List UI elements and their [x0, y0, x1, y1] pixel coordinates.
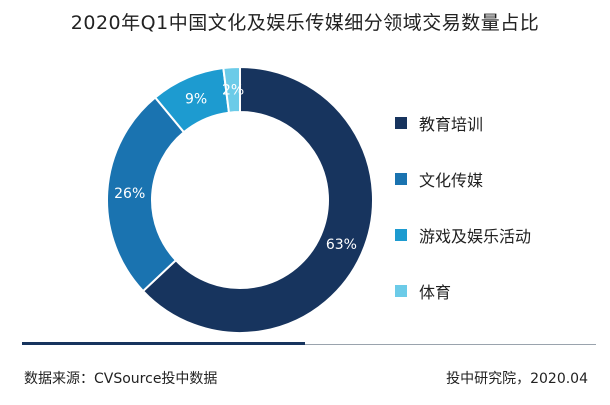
legend-item-culture-media: 文化传媒: [395, 168, 531, 190]
footer-accent-bar: [22, 342, 305, 345]
legend-label: 文化传媒: [419, 171, 484, 190]
slice-value-label: 63%: [326, 237, 357, 253]
slice-education: [141, 65, 374, 334]
legend-swatch: [395, 285, 407, 297]
legend-item-games-entertainment: 游戏及娱乐活动: [395, 224, 531, 246]
chart-legend: 教育培训 文化传媒 游戏及娱乐活动 体育: [395, 112, 531, 336]
footer-divider: [22, 344, 596, 345]
legend-label: 体育: [419, 283, 452, 302]
chart-title: 2020年Q1中国文化及娱乐传媒细分领域交易数量占比: [70, 12, 540, 34]
legend-swatch: [395, 173, 407, 185]
slice-sports: [222, 65, 241, 114]
slice-value-label: 26%: [114, 186, 145, 202]
legend-label: 游戏及娱乐活动: [419, 227, 532, 246]
legend-label: 教育培训: [419, 115, 484, 134]
data-source: 数据来源：CVSource投中数据: [24, 371, 218, 387]
credit-date: 投中研究院，2020.04: [446, 371, 588, 387]
donut-chart: 63% 26% 9% 2%: [106, 65, 374, 334]
legend-swatch: [395, 117, 407, 129]
legend-swatch: [395, 229, 407, 241]
slice-value-label: 9%: [185, 92, 207, 108]
legend-item-education: 教育培训: [395, 112, 531, 134]
slice-value-label: 2%: [222, 83, 244, 99]
legend-item-sports: 体育: [395, 280, 531, 302]
